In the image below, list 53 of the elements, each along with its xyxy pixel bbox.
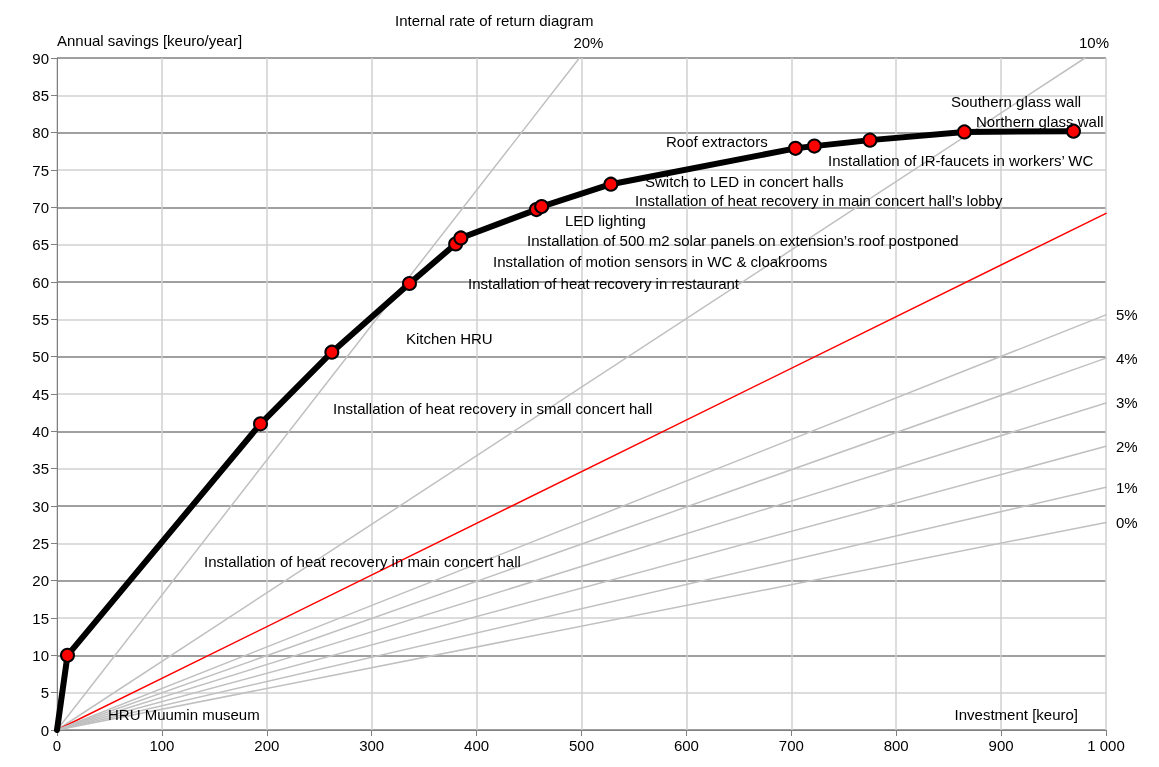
annotation: HRU Muumin museum — [108, 705, 260, 723]
x-tick-label: 400 — [464, 737, 490, 754]
series-label: 20% — [573, 33, 604, 51]
y-tick-label: 0 — [40, 721, 49, 739]
annotation: Installation of IR-faucets in workers’ WC — [828, 151, 1094, 169]
y-tick-label: 50 — [32, 348, 49, 366]
annotation: Installation of heat recovery in restaurant — [468, 274, 740, 292]
series-label: 4% — [1116, 349, 1138, 367]
y-tick-label: 65 — [32, 236, 49, 254]
series-label: 3% — [1116, 394, 1138, 412]
x-tick-label: 0 — [52, 737, 62, 754]
annotation: Installation of motion sensors in WC & cloakrooms — [493, 252, 828, 270]
y-tick-label: 25 — [32, 534, 49, 552]
y-tick-label: 85 — [32, 86, 49, 104]
x-tick-label: 900 — [988, 737, 1014, 754]
x-tick-label: 1 000 — [1087, 737, 1125, 754]
y-tick-label: 55 — [32, 310, 49, 328]
x-tick-label: 100 — [149, 737, 175, 754]
y-tick-label: 20 — [32, 572, 49, 590]
series-label: 2% — [1116, 437, 1138, 455]
series-label: 10% — [1079, 33, 1110, 51]
annotation: LED lighting — [565, 211, 646, 229]
y-tick-label: 70 — [32, 198, 49, 216]
y-tick-label: 90 — [32, 49, 49, 67]
x-tick-label: 600 — [673, 737, 699, 754]
annotation: Southern glass wall — [951, 92, 1082, 110]
annotation: Installation of heat recovery in main concert hall’s lobby — [635, 191, 1003, 209]
y-tick-label: 60 — [32, 273, 49, 291]
y-tick-label: 45 — [32, 385, 49, 403]
y-tick-label: 5 — [40, 684, 49, 702]
y-tick-label: 15 — [32, 609, 49, 627]
series-label: 5% — [1116, 306, 1138, 324]
annotation: Northern glass wall — [976, 112, 1104, 130]
annotation: Installation of heat recovery in small concert hall — [333, 399, 653, 417]
annotation: Installation of 500 m2 solar panels on extension’s roof postponed — [527, 231, 959, 249]
x-axis-title: Investment [keuro] — [954, 705, 1078, 723]
series-label: 0% — [1116, 513, 1138, 531]
x-tick-label: 500 — [568, 737, 595, 754]
x-tick-label: 200 — [254, 737, 280, 754]
x-tick-label: 700 — [778, 737, 804, 754]
y-tick-label: 80 — [32, 124, 49, 142]
series-label: 1% — [1116, 478, 1138, 496]
x-tick-label: 300 — [359, 737, 385, 754]
annotation: Kitchen HRU — [406, 329, 493, 347]
chart-title: Internal rate of return diagram — [395, 12, 594, 29]
y-tick-label: 30 — [32, 497, 49, 515]
x-tick-label: 800 — [883, 737, 909, 754]
y-tick-label: 10 — [32, 646, 49, 664]
y-tick-label: 40 — [32, 422, 49, 440]
y-axis-title: Annual savings [keuro/year] — [57, 32, 243, 49]
annotation: Roof extractors — [666, 132, 768, 150]
y-tick-label: 75 — [32, 161, 49, 179]
y-tick-label: 35 — [32, 460, 49, 478]
